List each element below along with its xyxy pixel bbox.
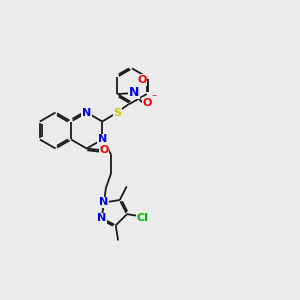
Text: S: S — [113, 108, 121, 118]
Text: O: O — [137, 75, 147, 85]
Text: ⁻: ⁻ — [151, 93, 156, 103]
Text: N: N — [82, 107, 91, 118]
Text: N: N — [98, 134, 107, 145]
Text: Cl: Cl — [136, 213, 148, 223]
Text: N: N — [97, 213, 106, 223]
Text: N: N — [99, 197, 109, 208]
Text: O: O — [142, 98, 152, 108]
Text: N: N — [129, 86, 139, 99]
Text: O: O — [99, 145, 109, 155]
